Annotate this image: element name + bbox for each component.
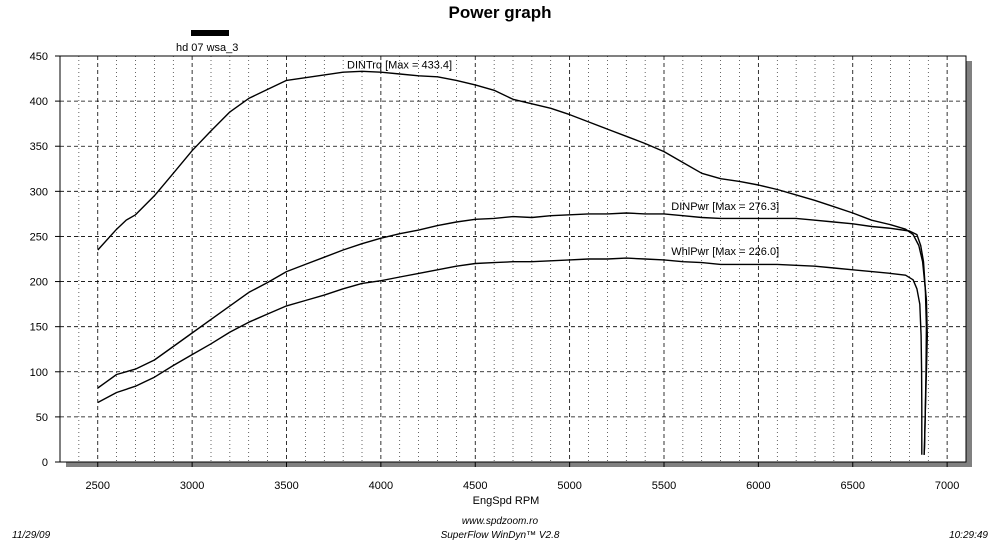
y-tick-label: 250 [30, 231, 48, 243]
x-tick-label: 3000 [180, 480, 204, 492]
series-line-dinpwr [97, 212, 928, 455]
x-axis-label: EngSpd RPM [473, 495, 540, 507]
x-tick-label: 2500 [86, 480, 110, 492]
y-tick-label: 300 [30, 186, 48, 198]
series-label-dintrq: DINTrq [Max = 433.4] [347, 59, 452, 71]
chart-title: Power graph [449, 3, 552, 22]
footer-software: SuperFlow WinDyn™ V2.8 [441, 530, 560, 541]
y-tick-label: 0 [42, 457, 48, 469]
x-tick-label: 5000 [557, 480, 581, 492]
footer-time: 10:29:49 [949, 530, 988, 541]
y-tick-label: 350 [30, 141, 48, 153]
y-tick-label: 450 [30, 51, 48, 63]
y-tick-label: 100 [30, 367, 48, 379]
y-axis: 0 50 100 150 200 250 300 350 400 450 [30, 51, 60, 469]
x-tick-label: 6000 [746, 480, 770, 492]
grid [59, 56, 967, 462]
series-line-whlpwr [97, 257, 923, 455]
y-tick-label: 400 [30, 96, 48, 108]
x-tick-label: 5500 [652, 480, 676, 492]
legend-label: hd 07 wsa_3 [176, 42, 238, 54]
series-labels: DINTrq [Max = 433.4] DINPwr [Max = 276.3]… [347, 59, 779, 258]
footer-website: www.spdzoom.ro [462, 516, 539, 527]
x-tick-label: 4500 [463, 480, 487, 492]
x-tick-label: 4000 [369, 480, 393, 492]
series-label-whlpwr: WhlPwr [Max = 226.0] [671, 246, 779, 258]
x-tick-label: 7000 [935, 480, 959, 492]
x-axis: 2500 3000 3500 4000 4500 5000 5500 6000 6500 7000 [86, 462, 959, 492]
y-tick-label: 150 [30, 322, 48, 334]
y-tick-label: 50 [36, 412, 48, 424]
plot-area [59, 55, 967, 463]
legend-swatch [191, 30, 229, 36]
series-group [97, 70, 928, 455]
series-label-dinpwr: DINPwr [Max = 276.3] [671, 201, 779, 213]
y-tick-label: 200 [30, 277, 48, 289]
legend: hd 07 wsa_3 [176, 30, 238, 54]
x-tick-label: 6500 [841, 480, 865, 492]
x-tick-label: 3500 [274, 480, 298, 492]
footer-date: 11/29/09 [12, 530, 51, 541]
